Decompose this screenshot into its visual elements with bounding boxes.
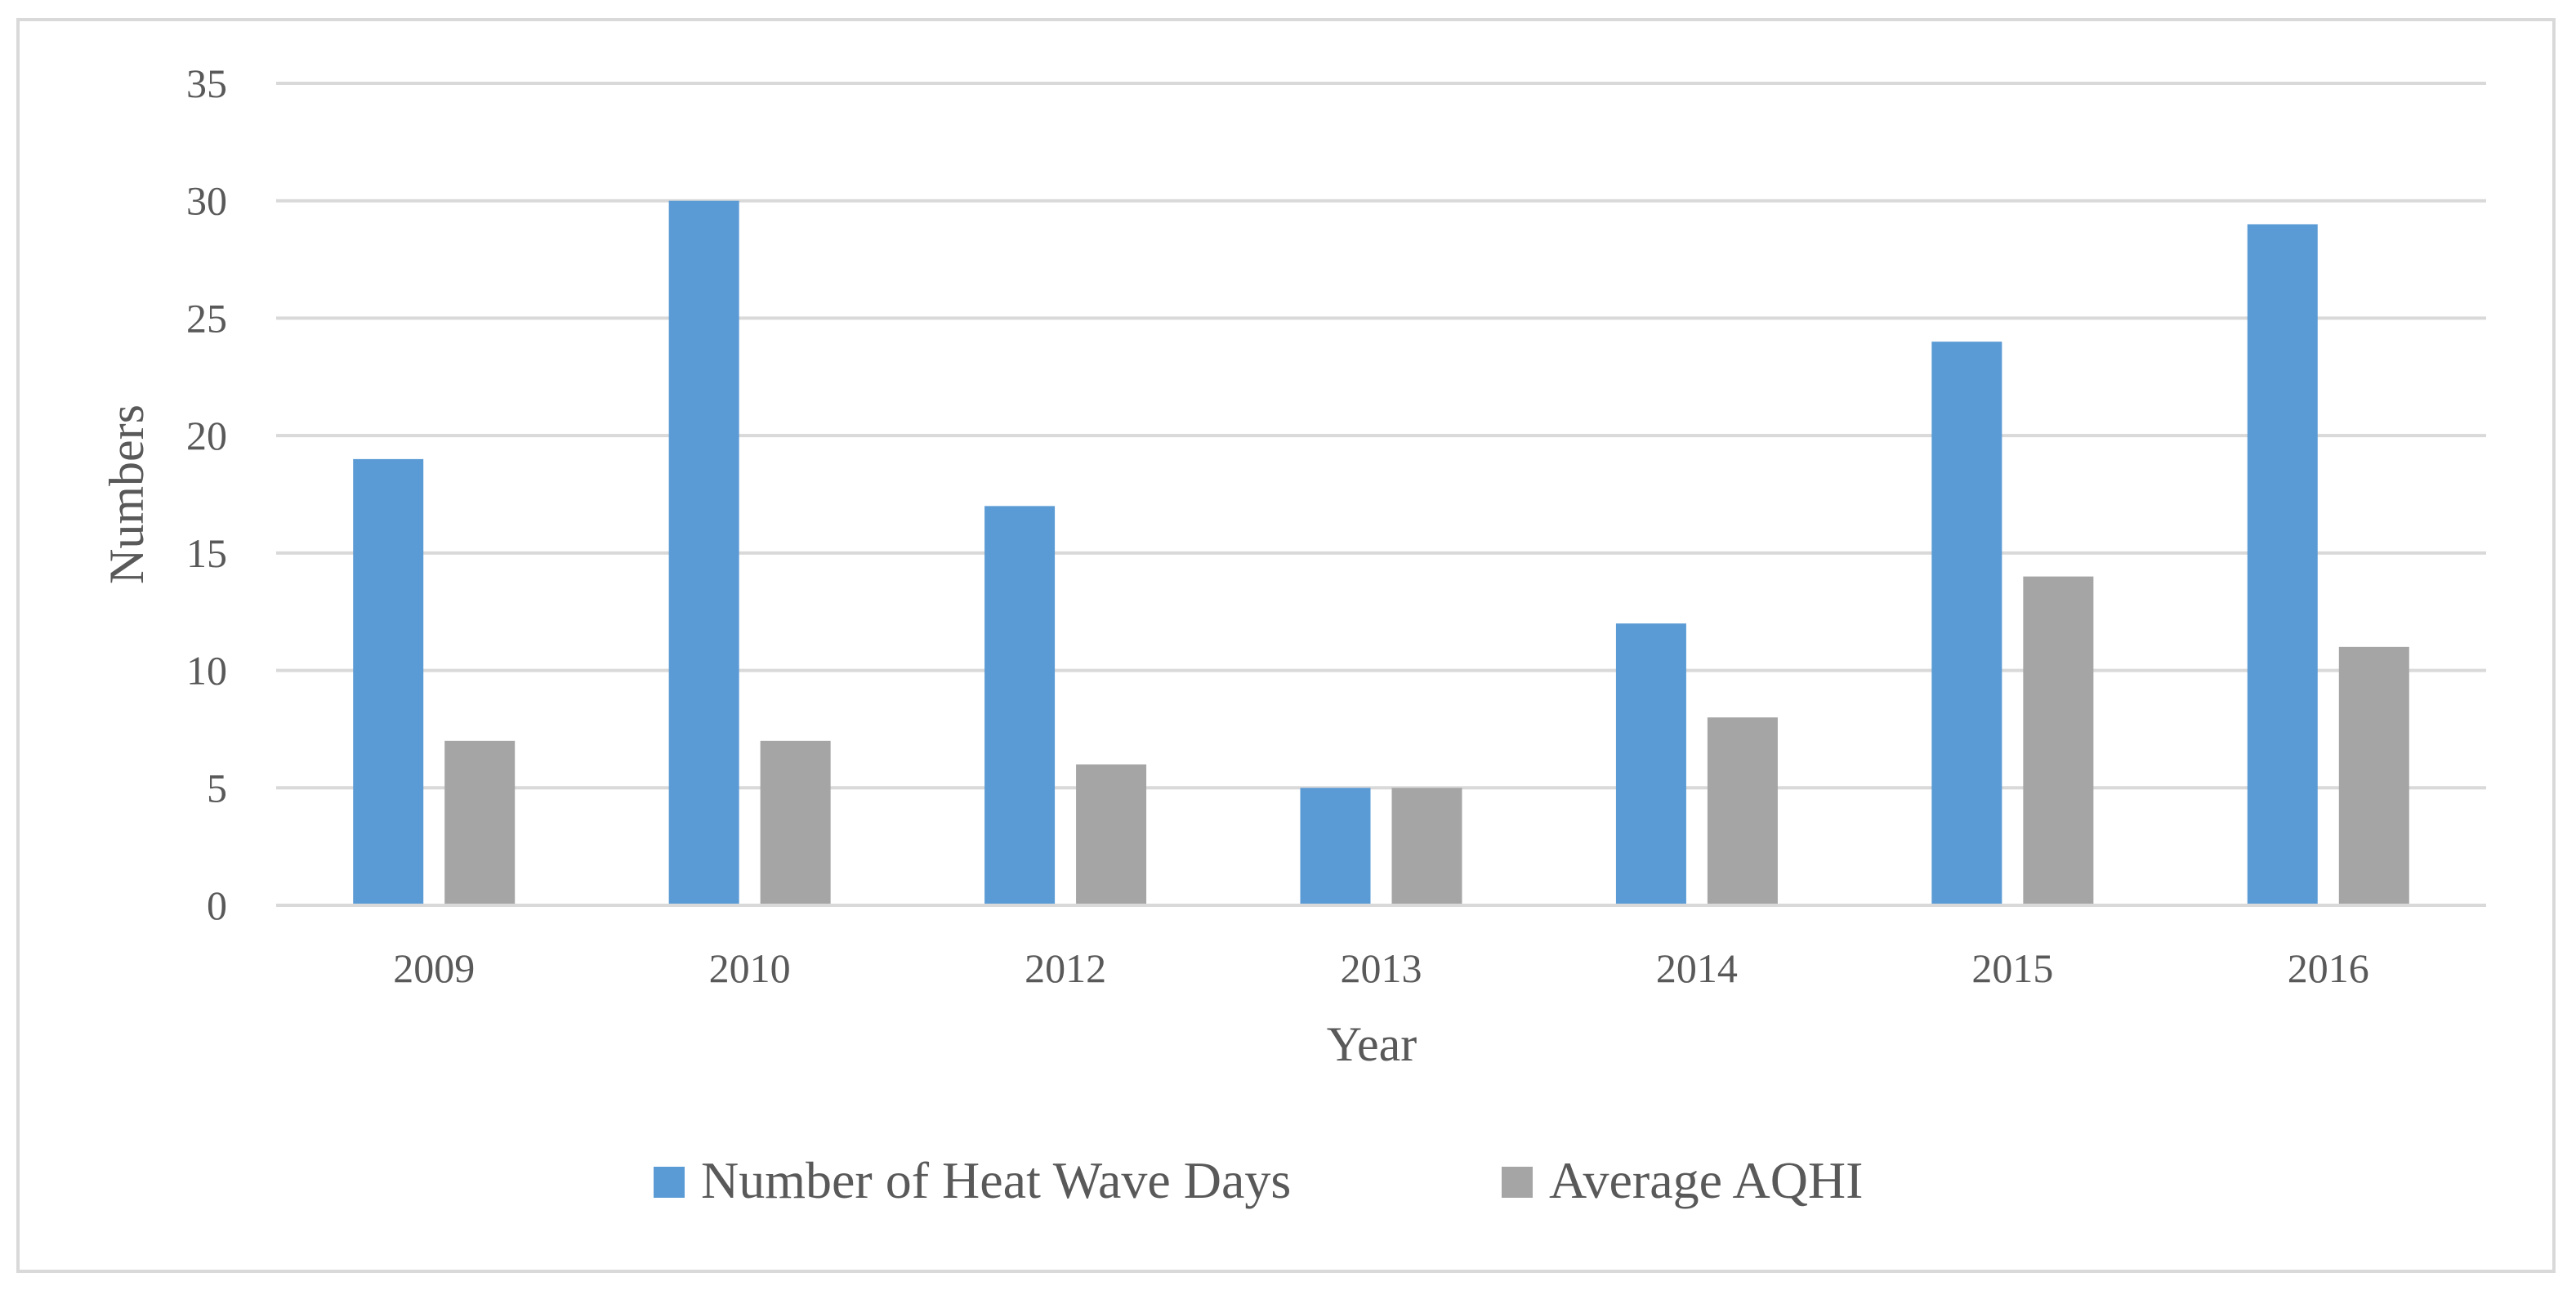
- bar-average-aqhi-2015: [2023, 576, 2094, 905]
- bar-heat-wave-days-2016: [2247, 224, 2318, 905]
- bar-heat-wave-days-2015: [1931, 342, 2002, 906]
- x-tick-label-2016: 2016: [2288, 945, 2369, 991]
- bar-average-aqhi-2013: [1391, 788, 1462, 905]
- y-tick-label-35: 35: [186, 60, 227, 106]
- bars: [353, 200, 2409, 906]
- x-tick-label-2013: 2013: [1341, 945, 1422, 991]
- x-tick-label-2015: 2015: [1971, 945, 2053, 991]
- legend: Number of Heat Wave Days Average AQHI: [654, 1151, 1863, 1209]
- bar-average-aqhi-2010: [760, 740, 831, 905]
- bar-heat-wave-days-2012: [984, 506, 1056, 905]
- y-axis-ticks: 0 5 10 15 20 25 30 35: [186, 60, 227, 928]
- y-tick-label-30: 30: [186, 178, 227, 224]
- bar-average-aqhi-2012: [1076, 764, 1147, 905]
- bar-heat-wave-days-2014: [1615, 623, 1686, 905]
- bar-average-aqhi-2009: [444, 740, 516, 905]
- x-tick-label-2012: 2012: [1025, 945, 1106, 991]
- x-tick-label-2009: 2009: [393, 945, 475, 991]
- x-axis-ticks: 2009 2010 2012 2013 2014 2015 2016: [393, 945, 2369, 991]
- bar-heat-wave-days-2013: [1300, 788, 1371, 905]
- legend-item-heat-wave-days-label: Number of Heat Wave Days: [701, 1151, 1291, 1209]
- x-tick-label-2014: 2014: [1656, 945, 1738, 991]
- y-tick-label-0: 0: [207, 882, 227, 928]
- x-tick-label-2010: 2010: [709, 945, 791, 991]
- gridlines: [276, 82, 2486, 790]
- y-axis-title: Numbers: [100, 404, 154, 584]
- legend-item-average-aqhi-swatch: [1502, 1167, 1533, 1198]
- y-tick-label-5: 5: [207, 765, 227, 810]
- bar-heat-wave-days-2010: [668, 200, 739, 905]
- bar-average-aqhi-2014: [1707, 717, 1778, 905]
- y-tick-label-25: 25: [186, 295, 227, 341]
- x-axis-title: Year: [1327, 1017, 1417, 1071]
- y-tick-label-10: 10: [186, 648, 227, 694]
- legend-item-average-aqhi-label: Average AQHI: [1549, 1151, 1863, 1209]
- bar-heat-wave-days-2009: [353, 458, 424, 905]
- chart-frame: [16, 18, 2556, 1273]
- y-tick-label-20: 20: [186, 413, 227, 458]
- y-tick-label-15: 15: [186, 530, 227, 576]
- bar-average-aqhi-2016: [2338, 646, 2409, 905]
- legend-item-heat-wave-days-swatch: [654, 1167, 685, 1198]
